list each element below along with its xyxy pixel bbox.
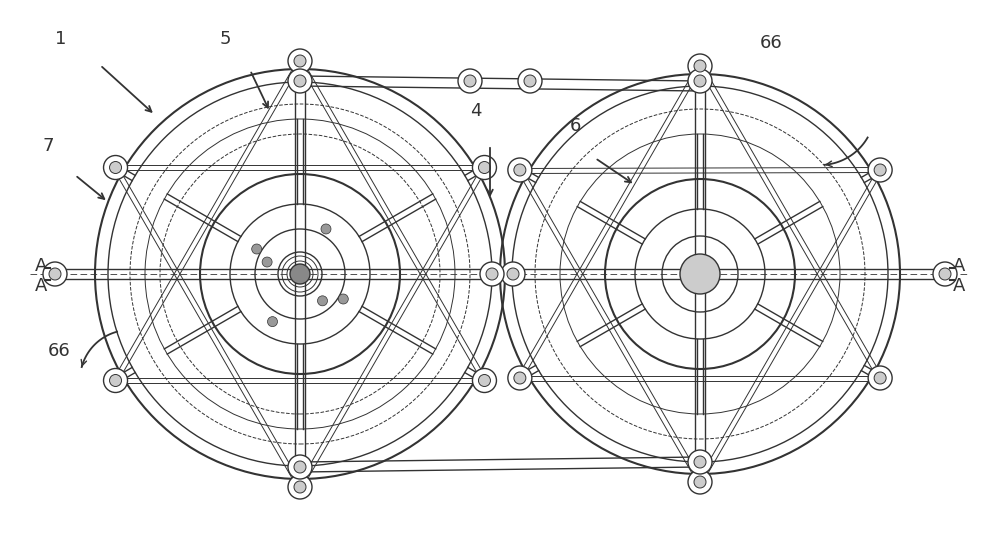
Circle shape: [694, 60, 706, 72]
Circle shape: [478, 162, 490, 174]
Circle shape: [688, 470, 712, 494]
Circle shape: [472, 368, 496, 392]
Circle shape: [290, 264, 310, 284]
Circle shape: [694, 476, 706, 488]
Circle shape: [294, 461, 306, 473]
Circle shape: [288, 455, 312, 479]
Circle shape: [104, 156, 128, 180]
Circle shape: [294, 481, 306, 493]
Circle shape: [49, 268, 61, 280]
Circle shape: [317, 296, 327, 306]
Text: 4: 4: [470, 102, 482, 120]
Text: A: A: [35, 257, 47, 275]
Circle shape: [288, 475, 312, 499]
Circle shape: [514, 372, 526, 384]
Text: 6: 6: [570, 117, 581, 135]
Text: 7: 7: [42, 137, 54, 155]
Text: 1: 1: [55, 30, 66, 48]
Circle shape: [518, 69, 542, 93]
Circle shape: [288, 69, 312, 93]
Circle shape: [104, 368, 128, 392]
Circle shape: [478, 374, 490, 386]
Circle shape: [321, 224, 331, 234]
Circle shape: [939, 268, 951, 280]
Circle shape: [294, 55, 306, 67]
Circle shape: [486, 268, 498, 280]
Text: 5: 5: [220, 30, 232, 48]
Circle shape: [933, 262, 957, 286]
Circle shape: [524, 75, 536, 87]
Circle shape: [288, 49, 312, 73]
Circle shape: [868, 366, 892, 390]
Circle shape: [495, 69, 905, 479]
Text: 66: 66: [760, 34, 783, 52]
Circle shape: [694, 75, 706, 87]
Text: 66: 66: [48, 342, 71, 360]
Circle shape: [694, 456, 706, 468]
Text: A: A: [953, 257, 965, 275]
Circle shape: [268, 317, 278, 327]
Circle shape: [514, 164, 526, 176]
Circle shape: [507, 268, 519, 280]
Text: A: A: [953, 277, 965, 295]
Circle shape: [110, 162, 122, 174]
Circle shape: [508, 158, 532, 182]
Circle shape: [458, 69, 482, 93]
Circle shape: [480, 262, 504, 286]
Circle shape: [508, 366, 532, 390]
Circle shape: [338, 294, 348, 304]
Circle shape: [262, 257, 272, 267]
Circle shape: [874, 372, 886, 384]
Circle shape: [43, 262, 67, 286]
Circle shape: [688, 54, 712, 78]
Circle shape: [680, 254, 720, 294]
Circle shape: [688, 450, 712, 474]
Circle shape: [874, 164, 886, 176]
Circle shape: [868, 158, 892, 182]
Circle shape: [472, 156, 496, 180]
Circle shape: [110, 374, 122, 386]
Circle shape: [252, 244, 262, 254]
Circle shape: [501, 262, 525, 286]
Circle shape: [464, 75, 476, 87]
Circle shape: [90, 64, 510, 484]
Circle shape: [294, 75, 306, 87]
Circle shape: [688, 69, 712, 93]
Text: A: A: [35, 277, 47, 295]
